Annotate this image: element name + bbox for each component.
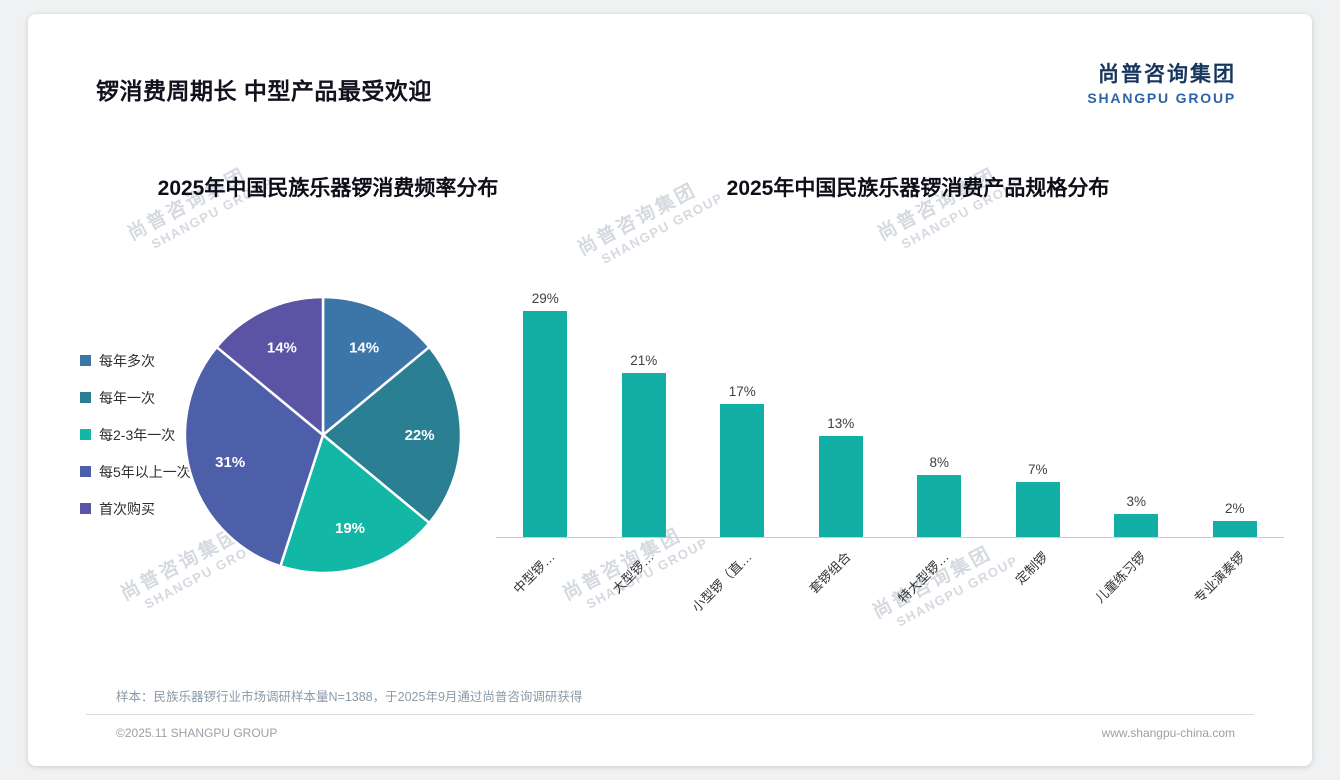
bar-rect (621, 373, 666, 537)
legend-label: 每5年以上一次 (99, 463, 191, 480)
bar-rect (818, 435, 863, 537)
footer-divider (86, 714, 1254, 715)
logo-chinese-name: 尚普咨询集团 (1098, 63, 1236, 86)
legend-item: 首次购买 (80, 490, 191, 527)
website-url: www.shangpu-china.com (1101, 726, 1235, 740)
watermark: 尚普咨询集团 SHANGPU GROUP (122, 151, 275, 259)
watermark-cn: 尚普咨询集团 (869, 542, 996, 624)
logo-english-name: SHANGPU GROUP (1087, 90, 1236, 106)
legend-swatch (80, 466, 91, 477)
page-title: 锣消费周期长 中型产品最受欢迎 (96, 78, 432, 104)
pie-legend: 每年多次每年一次每2-3年一次 每5年以上一次 首次购买 (80, 342, 191, 527)
bar-rect (523, 310, 568, 537)
bar-value-label: 21% (630, 353, 658, 369)
watermark-en: SHANGPU GROUP (598, 189, 726, 267)
bar-category-label: 专业演奏锣 (1190, 549, 1248, 606)
legend-swatch (80, 355, 91, 366)
bar-column: 21% 大型锣… (595, 276, 694, 597)
legend-label: 每年一次 (99, 389, 155, 406)
bar-plot-area: 29% 中型锣… 21% 大型锣… 17% 小型锣（直… 13% 套锣组合 8% 特大型锣… 7% 定… (496, 276, 1285, 615)
bar-column: 17% 小型锣（直… (689, 276, 792, 615)
legend-label: 每2-3年一次 (99, 426, 176, 443)
bar-category-label: 定制锣 (1012, 549, 1051, 588)
bar-rect (1114, 513, 1159, 537)
pie-slice (321, 345, 463, 525)
legend-label: 首次购买 (99, 500, 155, 517)
sample-footnote: 样本：民族乐器锣行业市场调研样本量N=1388，于2025年9月通过尚普咨询调研… (116, 690, 583, 704)
pie-slice-label: 19% (335, 520, 365, 537)
legend-item: 每2-3年一次 (80, 416, 191, 453)
bar-value-label: 7% (1027, 462, 1048, 478)
pie-slice-label: 31% (215, 454, 245, 471)
bar-category-label: 中型锣… (510, 549, 558, 597)
legend-label: 每年多次 (99, 352, 155, 369)
watermark: 尚普咨询集团 SHANGPU GROUP (867, 529, 1020, 637)
bar-column: 2% 专业演奏锣 (1186, 276, 1285, 606)
bar-chart-title: 2025年中国民族乐器锣消费产品规格分布 (726, 177, 1110, 200)
legend-item: 每年多次 (80, 342, 191, 379)
pie-slice (183, 345, 325, 568)
bar-category-label: 小型锣（直… (689, 549, 755, 615)
bar-category-label: 儿童练习锣 (1092, 549, 1149, 606)
legend-swatch (80, 503, 91, 514)
copyright-text: ©2025.11 SHANGPU GROUP (116, 726, 278, 740)
legend-item: 每5年以上一次 (80, 453, 191, 490)
legend-swatch (80, 429, 91, 440)
bar-rect (917, 474, 962, 537)
pie-chart-title: 2025年中国民族乐器锣消费频率分布 (157, 177, 499, 200)
pie-slice-label: 22% (405, 427, 435, 444)
bar-column: 29% 中型锣… (496, 276, 595, 597)
bar-rect (720, 404, 765, 537)
slide-card: 尚普咨询集团 SHANGPU GROUP 尚普咨询集团 SHANGPU GROU… (28, 14, 1312, 766)
bar-category-label: 特大型锣… (895, 549, 952, 606)
bar-rect (1015, 482, 1060, 537)
bar-value-label: 2% (1224, 501, 1245, 517)
bar-rect (1212, 521, 1257, 537)
bar-value-label: 17% (728, 384, 756, 400)
bar-column: 8% 特大型锣… (890, 276, 989, 606)
bar-value-label: 13% (827, 415, 855, 431)
pie-slice-label: 14% (349, 340, 379, 357)
bar-value-label: 8% (929, 454, 949, 470)
bar-chart: 29% 中型锣… 21% 大型锣… 17% 小型锣（直… 13% 套锣组合 8% 特大型锣… 7% 定… (496, 276, 1285, 615)
watermark: 尚普咨询集团 SHANGPU GROUP (872, 151, 1025, 259)
bar-column: 7% 定制锣 (989, 276, 1088, 587)
legend-swatch (80, 392, 91, 403)
bar-value-label: 3% (1126, 493, 1146, 509)
pie-slice (215, 295, 325, 437)
bar-column: 13% 套锣组合 (792, 276, 891, 597)
pie-slice (321, 295, 431, 437)
bar-category-label: 大型锣… (609, 549, 657, 597)
bar-column: 3% 儿童练习锣 (1087, 276, 1186, 606)
pie-slice (279, 433, 431, 575)
bar-value-label: 29% (531, 290, 559, 306)
pie-chart: 14% 22% 19% 31% 14% (183, 295, 463, 575)
legend-item: 每年一次 (80, 379, 191, 416)
pie-slice-label: 14% (267, 340, 297, 357)
bar-category-label: 套锣组合 (806, 549, 854, 597)
company-logo: 尚普咨询集团 SHANGPU GROUP (1087, 58, 1236, 106)
